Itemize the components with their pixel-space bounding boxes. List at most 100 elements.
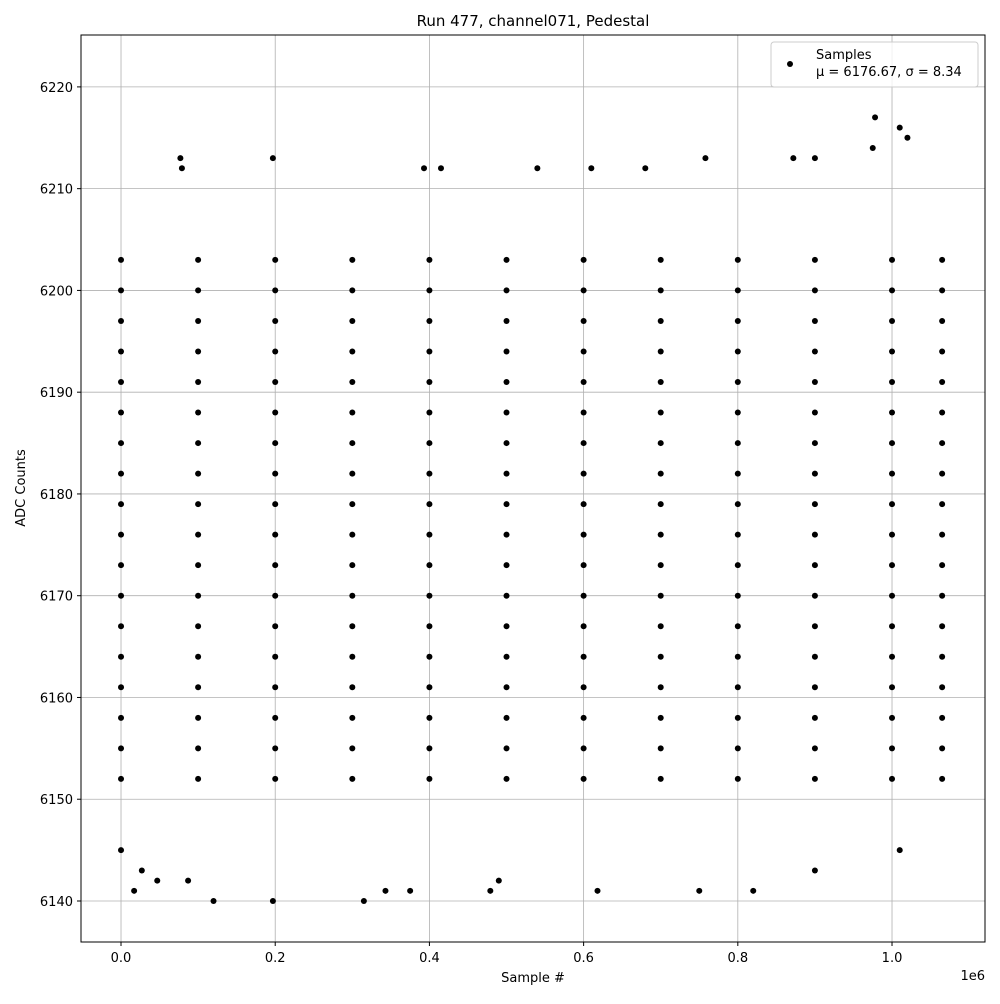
point [118,623,125,630]
x-tick-label: 0.6 [573,951,594,966]
point [177,155,184,162]
point [360,897,367,904]
x-tick-label: 1.0 [882,951,903,966]
point [195,775,202,782]
point [939,592,946,599]
point [195,562,202,569]
point [503,775,510,782]
point [657,470,664,477]
point [939,287,946,294]
point [811,501,818,508]
point [939,714,946,721]
point [503,440,510,447]
point [272,501,279,508]
point [889,440,896,447]
point [657,348,664,355]
point [195,592,202,599]
point [138,867,145,874]
point [889,745,896,752]
point [426,623,433,630]
point [580,562,587,569]
point [657,501,664,508]
point [734,562,741,569]
point [185,877,192,884]
point [426,775,433,782]
legend-note: μ = 6176.67, σ = 8.34 [816,65,962,80]
point [811,348,818,355]
point [426,562,433,569]
point [349,775,356,782]
point [657,653,664,660]
point [734,623,741,630]
point [790,155,797,162]
point [118,379,125,386]
point [534,165,541,172]
point [588,165,595,172]
point [426,409,433,416]
point [503,531,510,538]
point [734,531,741,538]
point [426,379,433,386]
point [349,440,356,447]
point [734,470,741,477]
point [939,623,946,630]
point [580,775,587,782]
point [811,409,818,416]
point [889,653,896,660]
point [272,409,279,416]
point [657,684,664,691]
point [195,348,202,355]
point [495,877,502,884]
point [939,409,946,416]
legend-marker [787,61,793,67]
point [939,440,946,447]
point [811,867,818,874]
point [939,256,946,263]
point [889,684,896,691]
point [811,317,818,324]
point [642,165,649,172]
point [734,592,741,599]
point [503,501,510,508]
point [503,379,510,386]
point [272,714,279,721]
point [272,287,279,294]
point [272,379,279,386]
x-tick-label: 0.2 [265,951,286,966]
point [734,775,741,782]
plot-frame [80,34,986,943]
point [811,653,818,660]
point [580,623,587,630]
x-axis-label: Sample # [501,971,565,986]
point [889,287,896,294]
y-tick-label: 6200 [40,284,73,299]
point [734,440,741,447]
point [503,256,510,263]
point [889,256,896,263]
point [734,317,741,324]
point [349,317,356,324]
point [734,684,741,691]
point [195,256,202,263]
point [426,653,433,660]
point [811,775,818,782]
point [437,165,444,172]
point [734,653,741,660]
point [195,531,202,538]
point [407,887,414,894]
x-tick-label: 0.4 [419,951,440,966]
point [939,775,946,782]
point [503,348,510,355]
point [734,256,741,263]
point [272,317,279,324]
point [580,745,587,752]
point [118,775,125,782]
point [118,592,125,599]
point [734,714,741,721]
point [734,501,741,508]
point [657,623,664,630]
point [349,562,356,569]
point [195,470,202,477]
point [503,409,510,416]
